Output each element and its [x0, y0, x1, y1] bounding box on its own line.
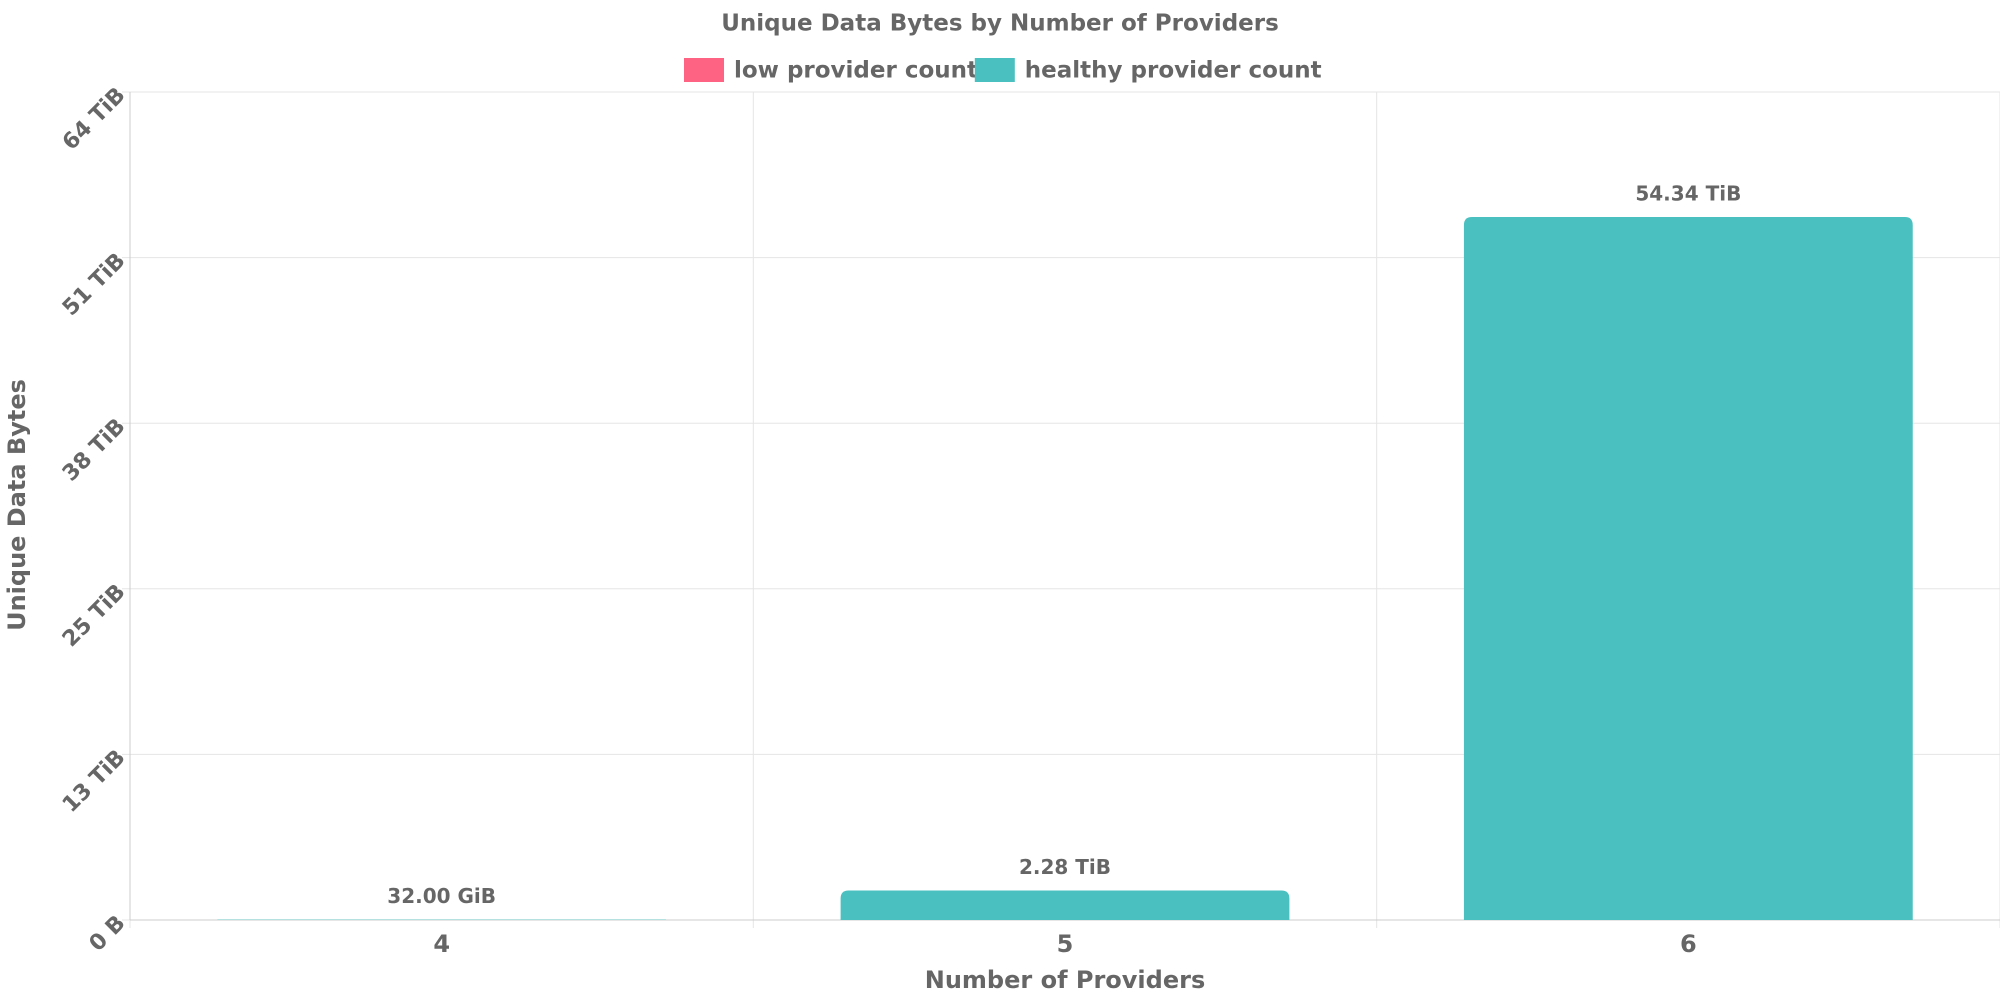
bar	[1463, 216, 1913, 920]
y-tick-label: 51 TiB	[58, 248, 131, 321]
y-tick-label: 38 TiB	[58, 414, 131, 487]
legend-label: low provider count	[734, 58, 978, 84]
y-tick-label: 25 TiB	[58, 580, 131, 653]
x-tick-label: 6	[1680, 930, 1697, 958]
legend-label: healthy provider count	[1025, 58, 1322, 84]
chart-title: Unique Data Bytes by Number of Providers	[721, 11, 1279, 37]
legend-swatch	[974, 58, 1015, 82]
value-label: 32.00 GiB	[387, 884, 496, 908]
y-tick-label: 64 TiB	[58, 83, 131, 156]
x-axis-label: Number of Providers	[925, 966, 1205, 994]
y-tick-label: 0 B	[85, 911, 131, 957]
y-axis-label: Unique Data Bytes	[3, 379, 31, 631]
x-tick-label: 4	[433, 930, 450, 958]
value-label: 2.28 TiB	[1019, 855, 1111, 879]
legend-swatch	[684, 58, 724, 82]
x-tick-label: 5	[1057, 930, 1074, 958]
y-tick-label: 13 TiB	[58, 745, 131, 818]
bar	[840, 890, 1290, 920]
value-label: 54.34 TiB	[1635, 181, 1741, 205]
